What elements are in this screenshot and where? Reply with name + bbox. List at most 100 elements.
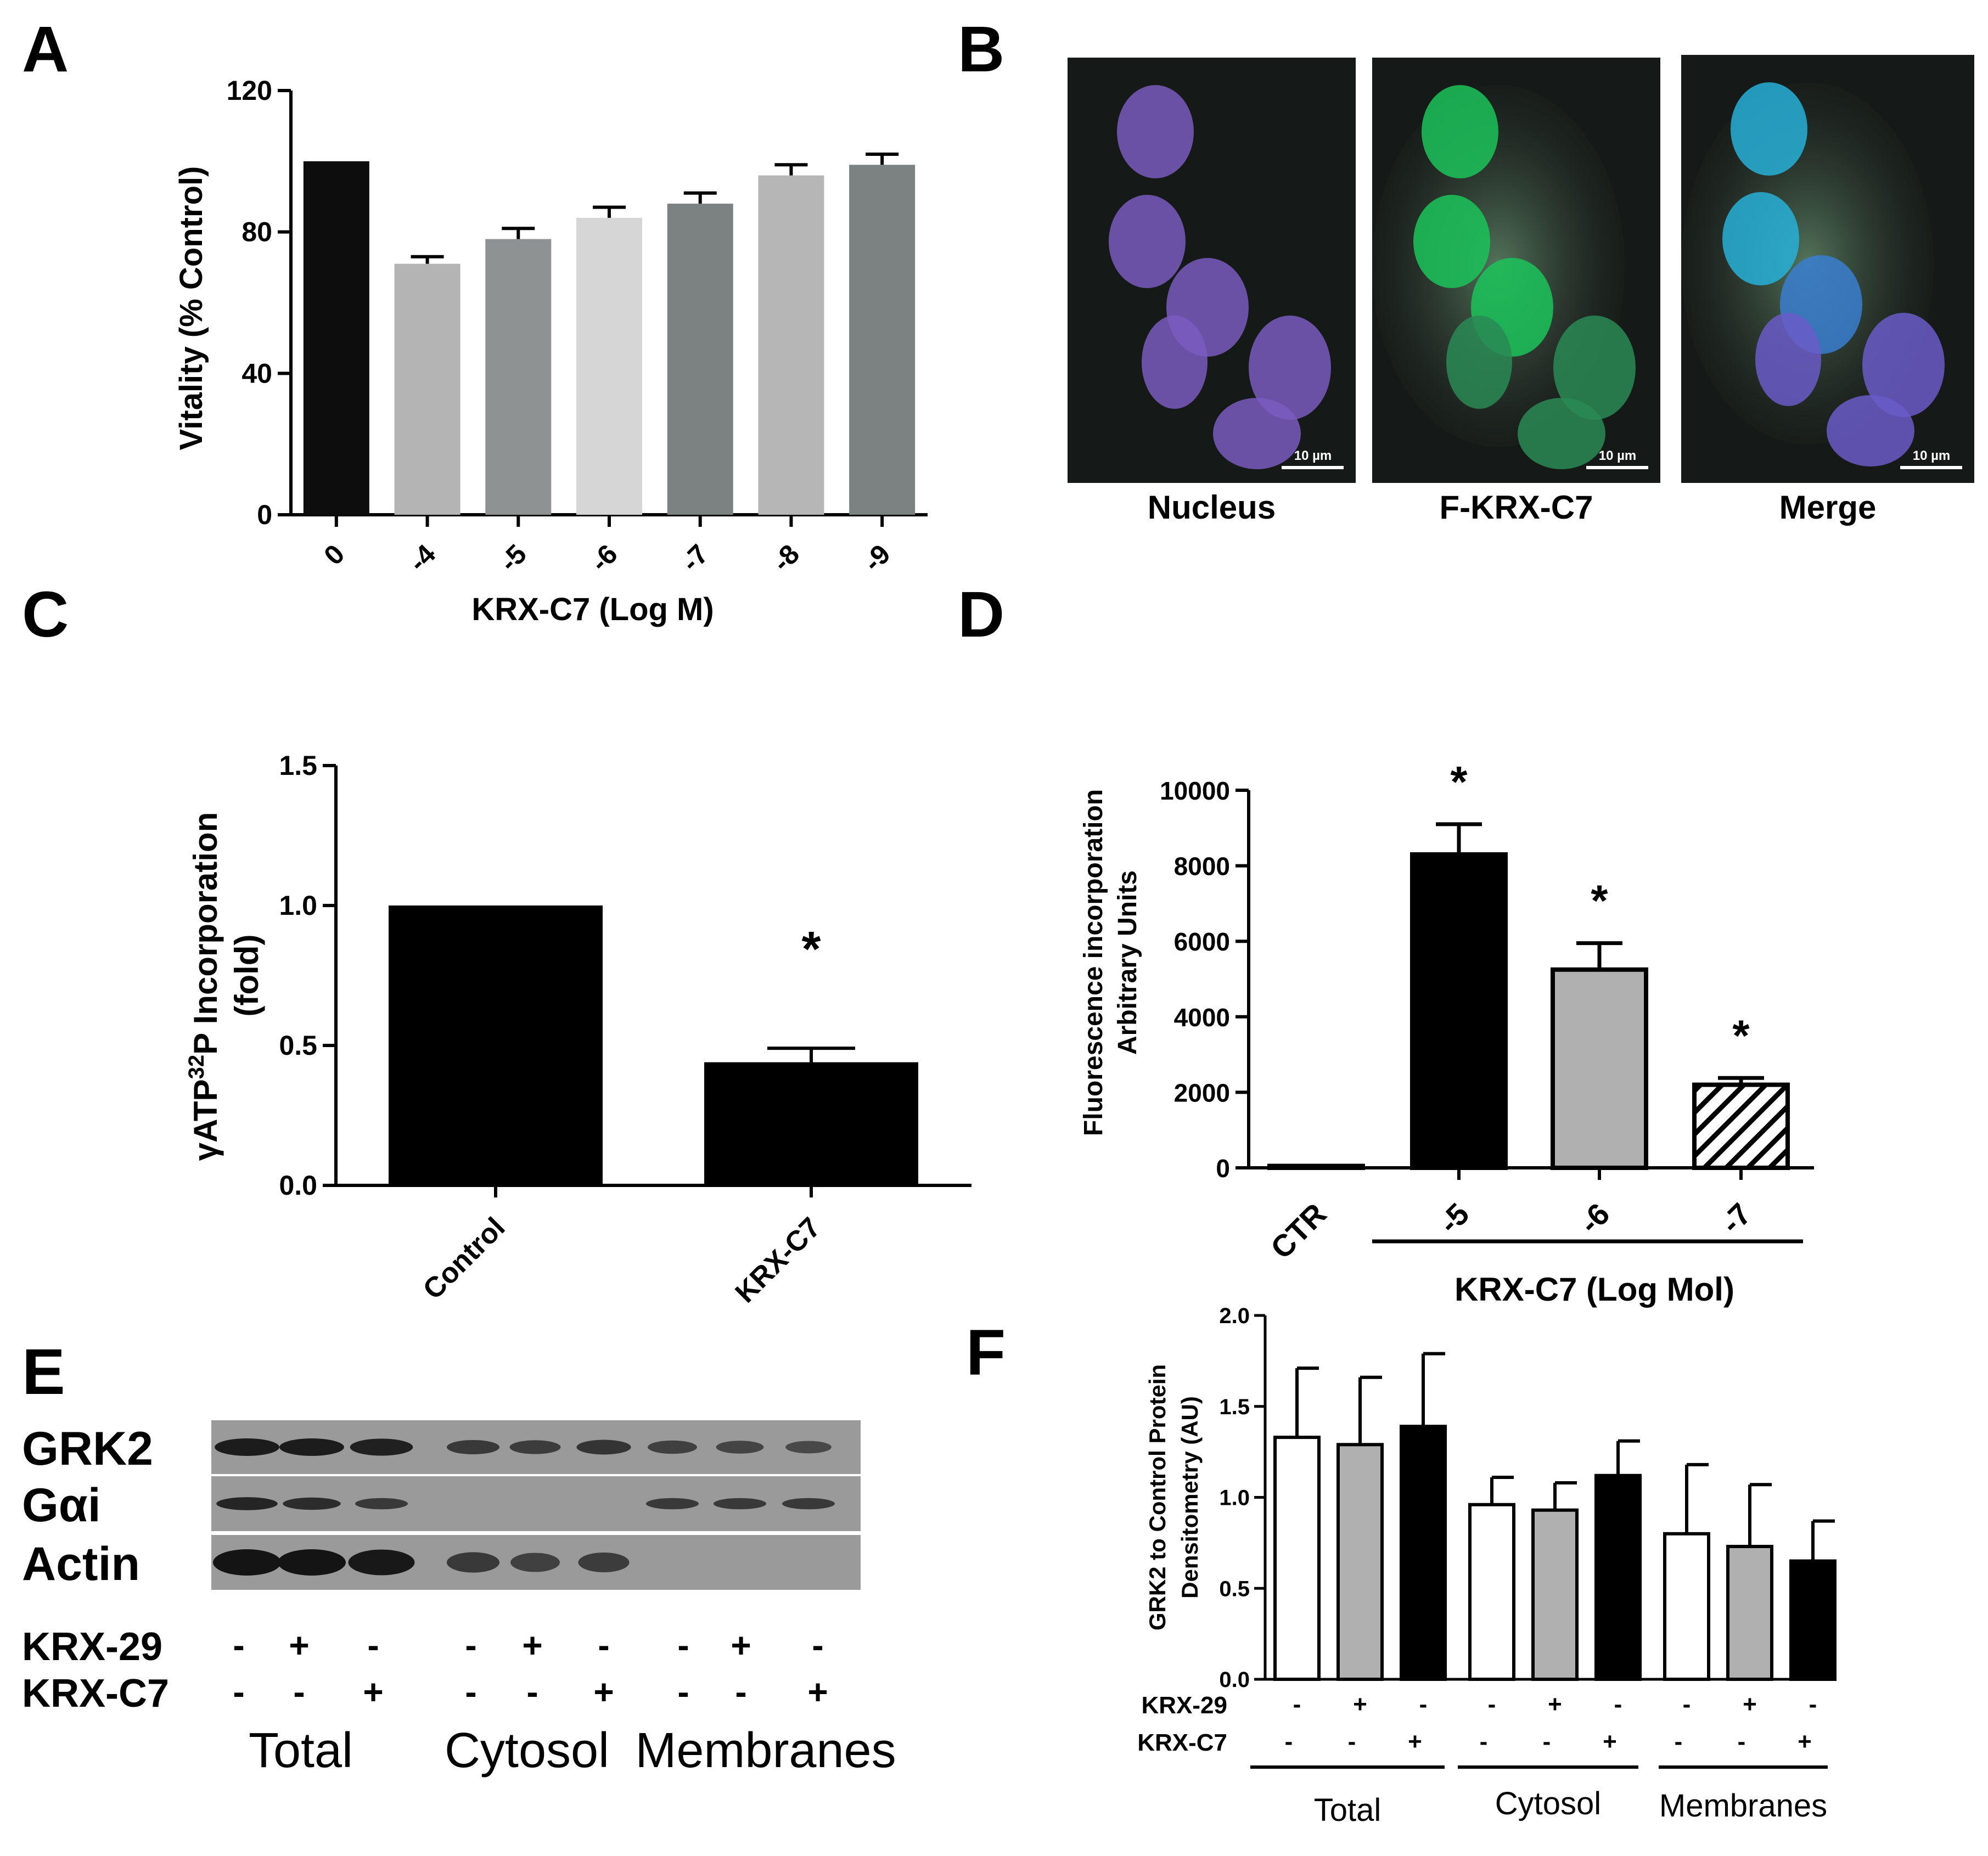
blot-band (278, 1549, 346, 1576)
x-tick-label: CTR (1264, 1196, 1333, 1266)
cell-nucleus (1413, 195, 1490, 288)
krxc7-sign: - (677, 1672, 689, 1712)
panel-letter-c: C (22, 578, 69, 651)
panel-b-microscopy: 10 µm Nucleus 10 µm F-KRX-C7 10 µm Merge (1068, 55, 1974, 526)
bar (1789, 1559, 1837, 1681)
blot-band (355, 1498, 408, 1510)
cell-nucleus (1142, 316, 1208, 409)
micrograph-caption: F-KRX-C7 (1440, 489, 1593, 526)
blot-band (785, 1441, 832, 1454)
group-label: Membranes (1659, 1788, 1827, 1824)
x-tick-label: -7 (675, 538, 714, 577)
y-tick-label: 2.0 (1219, 1304, 1250, 1328)
krxc7-sign: + (1408, 1728, 1422, 1755)
panel-letter-f: F (966, 1317, 1006, 1389)
y-tick-label: 1.0 (1219, 1486, 1250, 1510)
cell-nucleus (1553, 316, 1636, 420)
row-label-krx29: KRX-29 (22, 1625, 162, 1669)
panel-f-densitometry-chart: 0.00.51.01.52.0--+--+--+--+--+--+KRX-29K… (1137, 1304, 1837, 1828)
bar (758, 175, 824, 515)
blot-band (648, 1440, 697, 1454)
y-tick-label: 80 (242, 217, 272, 248)
x-tick-label: -6 (585, 538, 624, 577)
y-tick-label: 1.5 (279, 750, 317, 781)
blot-band (509, 1440, 561, 1454)
cell-nucleus (1862, 313, 1945, 417)
cell-nucleus (1446, 316, 1512, 409)
krx29-sign: - (1419, 1691, 1428, 1718)
krxc7-sign: + (1798, 1728, 1812, 1755)
x-tick-label: -4 (402, 538, 441, 577)
y-tick-label: 120 (227, 75, 272, 106)
x-tick-label: Control (417, 1211, 512, 1306)
bar (1594, 1473, 1642, 1681)
scale-bar-label: 10 µm (1599, 448, 1637, 463)
krx29-sign: + (522, 1626, 542, 1665)
bar (667, 204, 733, 515)
x-axis-label: KRX-C7 (Log M) (471, 592, 714, 627)
group-label: Total (1314, 1792, 1382, 1828)
krx29-sign: - (1809, 1691, 1817, 1718)
bar (1551, 967, 1648, 1171)
y-axis-label-unit: (fold) (228, 935, 265, 1017)
bar (1726, 1545, 1773, 1681)
bar (389, 905, 603, 1185)
bar (1273, 1436, 1321, 1681)
y-axis-label-line2: Densitometry (AU) (1177, 1396, 1203, 1599)
blot-band (446, 1552, 500, 1573)
krx29-sign: - (1683, 1691, 1691, 1718)
krx29-sign: - (233, 1626, 244, 1665)
cell-nucleus (1722, 192, 1799, 285)
significance-marker: * (801, 922, 821, 977)
y-axis-label-line1: GRK2 to Control Protein (1144, 1364, 1170, 1630)
cell-nucleus (1213, 398, 1301, 469)
cell-nucleus (1249, 316, 1331, 420)
scale-bar-label: 10 µm (1913, 448, 1951, 463)
krx29-sign: + (731, 1626, 751, 1665)
y-tick-label: 1.5 (1219, 1395, 1250, 1419)
krxc7-sign: - (735, 1672, 746, 1712)
cell-nucleus (1518, 398, 1605, 469)
bar (485, 239, 552, 515)
blot-band (216, 1497, 278, 1510)
y-tick-label: 4000 (1174, 1003, 1230, 1032)
blot-band (350, 1438, 413, 1456)
group-label: Cytosol (445, 1723, 609, 1778)
krx29-sign: - (1293, 1691, 1301, 1718)
krxc7-sign: - (1543, 1728, 1551, 1755)
cell-nucleus (1109, 195, 1186, 288)
krxc7-sign: - (1285, 1728, 1293, 1755)
blot-label: GRK2 (22, 1422, 153, 1475)
y-tick-label: 0.0 (1219, 1668, 1250, 1692)
panel-letter-e: E (22, 1336, 65, 1408)
panel-a-vitality-chart: 0 40 80 120 0 -4 -5 -6 -7 -8 -9 KRX-C7 (Log M) Vital… (173, 75, 928, 627)
y-tick-label: 2000 (1174, 1078, 1230, 1107)
bar (1410, 852, 1508, 1170)
row-label-krxc7: KRX-C7 (1137, 1729, 1227, 1756)
bar (704, 1062, 918, 1185)
blot-band (578, 1553, 630, 1572)
y-axis-label-line1: Fluorescence incorporation (1079, 789, 1108, 1136)
x-tick-label: -7 (1714, 1196, 1758, 1240)
bar (1400, 1425, 1447, 1681)
bar (1267, 1163, 1365, 1171)
group-label: Membranes (635, 1723, 896, 1778)
blot-band (283, 1497, 341, 1510)
blot-band (213, 1549, 281, 1576)
bar (1663, 1532, 1710, 1681)
bar (1468, 1503, 1515, 1681)
y-axis-label: γATP32P Incorporation (184, 812, 224, 1161)
x-tick-label: 0 (318, 538, 350, 571)
bar (303, 161, 369, 515)
y-axis-label: Vitality (% Control) (173, 166, 209, 451)
panel-letter-b: B (958, 13, 1004, 86)
y-tick-label: 0.5 (1219, 1577, 1250, 1601)
micrograph-caption: Merge (1779, 489, 1877, 526)
krx29-sign: - (465, 1626, 476, 1665)
panel-letter-a: A (22, 13, 69, 86)
y-label-part: γATP (187, 1079, 224, 1161)
bar (849, 165, 916, 515)
krx29-sign: - (1614, 1691, 1622, 1718)
